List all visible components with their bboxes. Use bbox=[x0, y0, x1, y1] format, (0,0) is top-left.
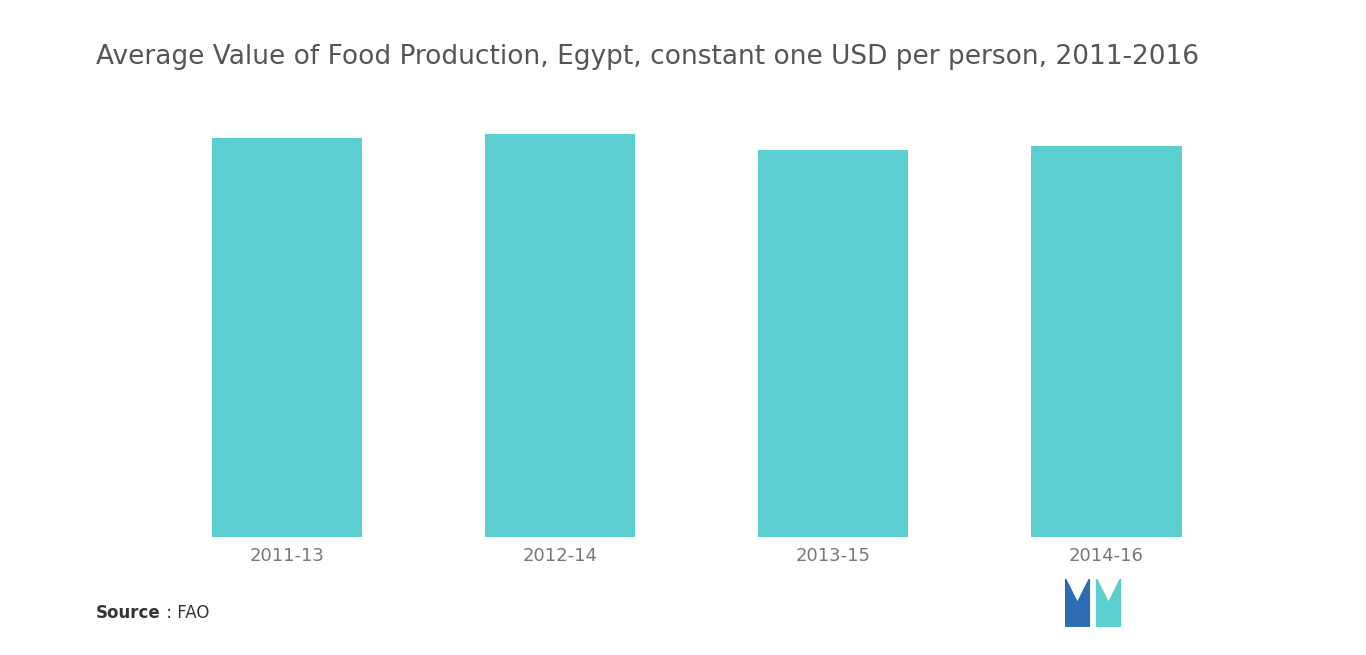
Polygon shape bbox=[1097, 579, 1120, 626]
Text: Average Value of Food Production, Egypt, constant one USD per person, 2011-2016: Average Value of Food Production, Egypt,… bbox=[96, 43, 1198, 69]
Bar bbox=[1031, 146, 1182, 537]
Bar bbox=[485, 134, 635, 537]
Text: Source: Source bbox=[96, 605, 160, 622]
Bar bbox=[212, 138, 362, 537]
Text: : FAO: : FAO bbox=[161, 605, 209, 622]
Polygon shape bbox=[1065, 579, 1090, 626]
Bar bbox=[758, 150, 908, 537]
